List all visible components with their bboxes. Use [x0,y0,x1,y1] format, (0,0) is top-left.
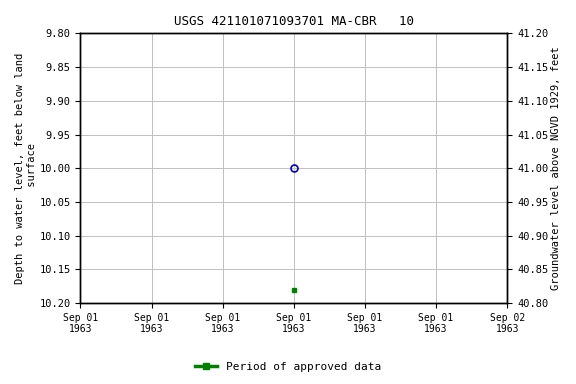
Title: USGS 421101071093701 MA-CBR   10: USGS 421101071093701 MA-CBR 10 [174,15,414,28]
Y-axis label: Groundwater level above NGVD 1929, feet: Groundwater level above NGVD 1929, feet [551,46,561,290]
Y-axis label: Depth to water level, feet below land
 surface: Depth to water level, feet below land su… [15,53,37,284]
Legend: Period of approved data: Period of approved data [191,358,385,377]
